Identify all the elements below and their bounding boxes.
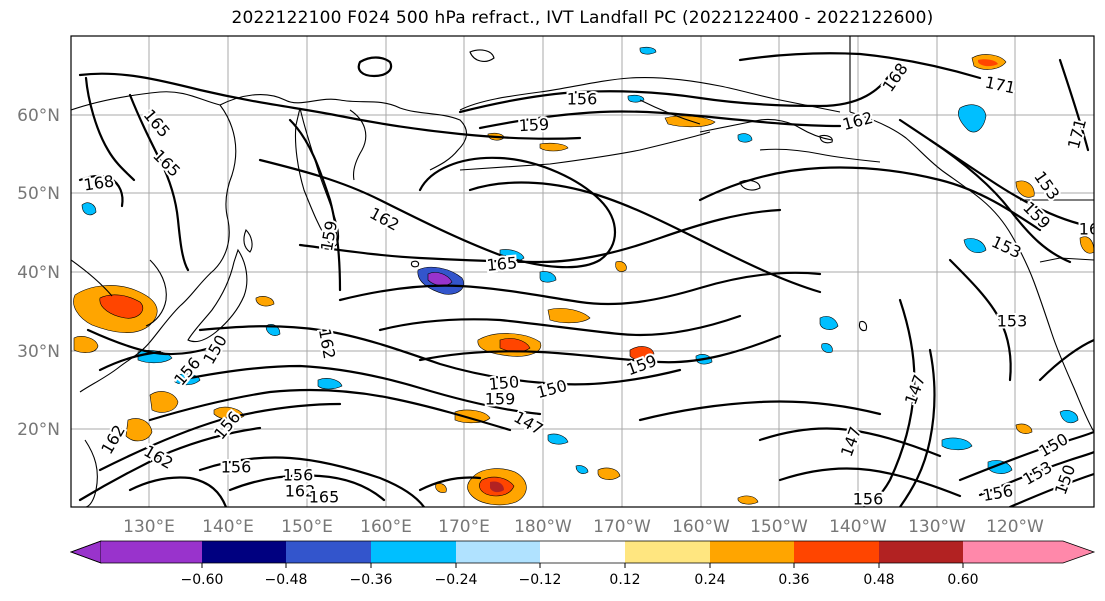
- longitude-label: 170°E: [438, 517, 490, 537]
- colorbar-tick-label: −0.60: [181, 572, 224, 588]
- colorbar-segment: [202, 541, 286, 563]
- colorbar-segment: [456, 541, 540, 563]
- latitude-label: 30°N: [17, 342, 60, 362]
- contour-label: 162: [285, 482, 316, 501]
- colorbar-segment: [101, 541, 202, 563]
- colorbar-extend-high: [963, 541, 1094, 563]
- longitude-label: 150°E: [281, 517, 333, 537]
- colorbar-segment: [794, 541, 879, 563]
- colorbar-segment: [625, 541, 710, 563]
- longitude-label: 130°E: [123, 517, 175, 537]
- longitude-label: 130°W: [908, 517, 966, 537]
- latitude-label: 40°N: [17, 263, 60, 283]
- latitude-labels: 60°N 50°N 40°N 30°N 20°N: [17, 106, 60, 440]
- contour-label: 153: [997, 312, 1028, 331]
- contour-label: 159: [518, 115, 549, 136]
- chart-title: 2022122100 F024 500 hPa refract., IVT La…: [231, 8, 934, 28]
- longitude-label: 140°E: [202, 517, 254, 537]
- latitude-label: 20°N: [17, 420, 60, 440]
- colorbar-tick-label: −0.48: [265, 572, 308, 588]
- colorbar-segment: [540, 541, 625, 563]
- latitude-label: 60°N: [17, 106, 60, 126]
- colorbar-extend-low: [69, 540, 102, 564]
- latitude-label: 50°N: [17, 184, 60, 204]
- colorbar-segment: [371, 541, 456, 563]
- colorbar-tick-label: 0.24: [694, 572, 725, 588]
- contour-label: 165: [486, 253, 518, 275]
- colorbar-segment: [286, 541, 371, 563]
- colorbar-tick-label: 0.48: [863, 572, 894, 588]
- longitude-label: 140°W: [829, 517, 887, 537]
- contour-label: 165: [309, 488, 340, 507]
- colorbar-tick-label: −0.12: [519, 572, 562, 588]
- contour-label: 156: [283, 466, 314, 485]
- longitude-label: 160°E: [360, 517, 412, 537]
- longitude-label: 120°W: [986, 517, 1044, 537]
- graticule: [71, 36, 1094, 507]
- refractivity-contours: [78, 52, 1094, 507]
- contour-label: 156: [853, 490, 884, 509]
- colorbar-tick-label: 0.12: [609, 572, 640, 588]
- colorbar-tick-label: −0.24: [435, 572, 478, 588]
- longitude-label: 180°W: [514, 517, 572, 537]
- contour-label: 156: [567, 90, 598, 109]
- contour-label: 159: [485, 390, 516, 409]
- longitude-label: 160°W: [672, 517, 730, 537]
- colorbar-segment: [710, 541, 794, 563]
- longitude-label: 170°W: [593, 517, 651, 537]
- colorbar: −0.60 −0.48 −0.36 −0.24 −0.12 0.12 0.24 0.36 0.4…: [69, 540, 1096, 588]
- contour-label: 156: [221, 458, 252, 477]
- colorbar-tick-label: 0.60: [947, 572, 978, 588]
- colorbar-tick-label: −0.36: [350, 572, 393, 588]
- colorbar-tick-label: 0.36: [778, 572, 809, 588]
- colorbar-segment: [879, 541, 963, 563]
- longitude-labels: 130°E 140°E 150°E 160°E 170°E 180°W 170°W 160°W…: [123, 517, 1044, 537]
- map-frame: [70, 35, 1095, 508]
- longitude-label: 150°W: [750, 517, 808, 537]
- colorbar-outline: [69, 540, 1096, 564]
- contour-label: 162: [1079, 220, 1105, 239]
